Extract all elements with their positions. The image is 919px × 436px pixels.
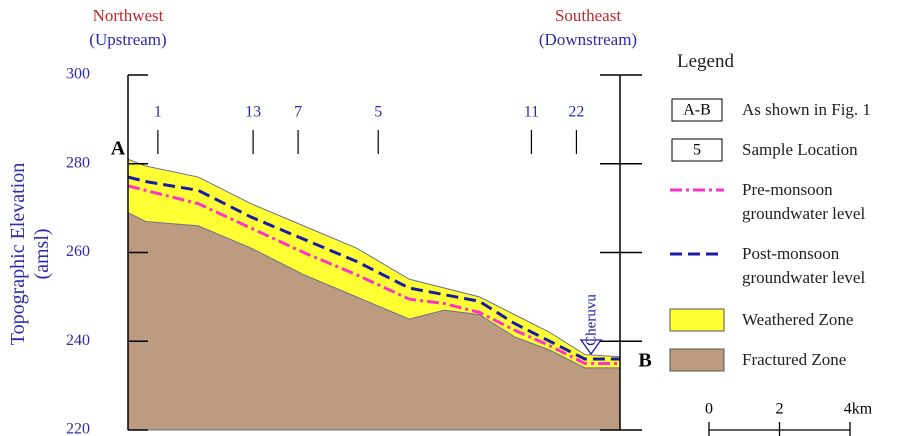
- y-tick-label: 220: [66, 421, 90, 436]
- legend-title: Legend: [677, 50, 857, 74]
- sample-label: 7: [294, 104, 302, 121]
- y-tick-label: 300: [66, 66, 90, 83]
- legend-label: Pre-monsoon groundwater level: [742, 178, 919, 226]
- legend-swatch: [670, 309, 724, 331]
- scale-label: 0: [705, 401, 713, 418]
- legend-label: As shown in Fig. 1: [742, 98, 919, 122]
- y-tick-label: 240: [66, 332, 90, 349]
- legend-label: Post-monsoon groundwater level: [742, 242, 919, 290]
- sample-label: 11: [524, 104, 539, 121]
- sample-label: 1: [154, 104, 162, 121]
- legend-label: Fractured Zone: [742, 348, 919, 372]
- legend-swatch: [670, 349, 724, 371]
- direction-label: Southeast: [528, 6, 648, 26]
- annotation: Cheruvu: [583, 294, 599, 346]
- y-axis-label: Topographic Elevation(amsl): [6, 144, 54, 364]
- y-axis-label-line: Topographic Elevation: [6, 144, 30, 364]
- direction-label: Northwest: [68, 6, 188, 26]
- scale-label: 4km: [844, 401, 873, 418]
- y-axis-label-line: (amsl): [30, 144, 54, 364]
- end-label: A: [111, 138, 126, 160]
- sample-label: 5: [374, 104, 382, 121]
- legend-label: Sample Location: [742, 138, 919, 162]
- zone-area: [128, 213, 620, 430]
- y-tick-label: 260: [66, 243, 90, 260]
- sample-label: 22: [568, 104, 584, 121]
- end-label: B: [638, 350, 651, 372]
- direction-label: (Upstream): [68, 30, 188, 50]
- direction-label: (Downstream): [528, 30, 648, 50]
- page: 220 240 260 280 300 1 13 7 5 11 22 A B Cheruvu A-B 5 0 2 4…: [0, 0, 919, 436]
- scale-label: 2: [776, 401, 784, 418]
- y-tick-label: 280: [66, 154, 90, 171]
- legend-symbol: A-B: [683, 102, 711, 119]
- sample-label: 13: [245, 104, 261, 121]
- legend-label: Weathered Zone: [742, 308, 919, 332]
- legend-symbol: 5: [693, 142, 701, 159]
